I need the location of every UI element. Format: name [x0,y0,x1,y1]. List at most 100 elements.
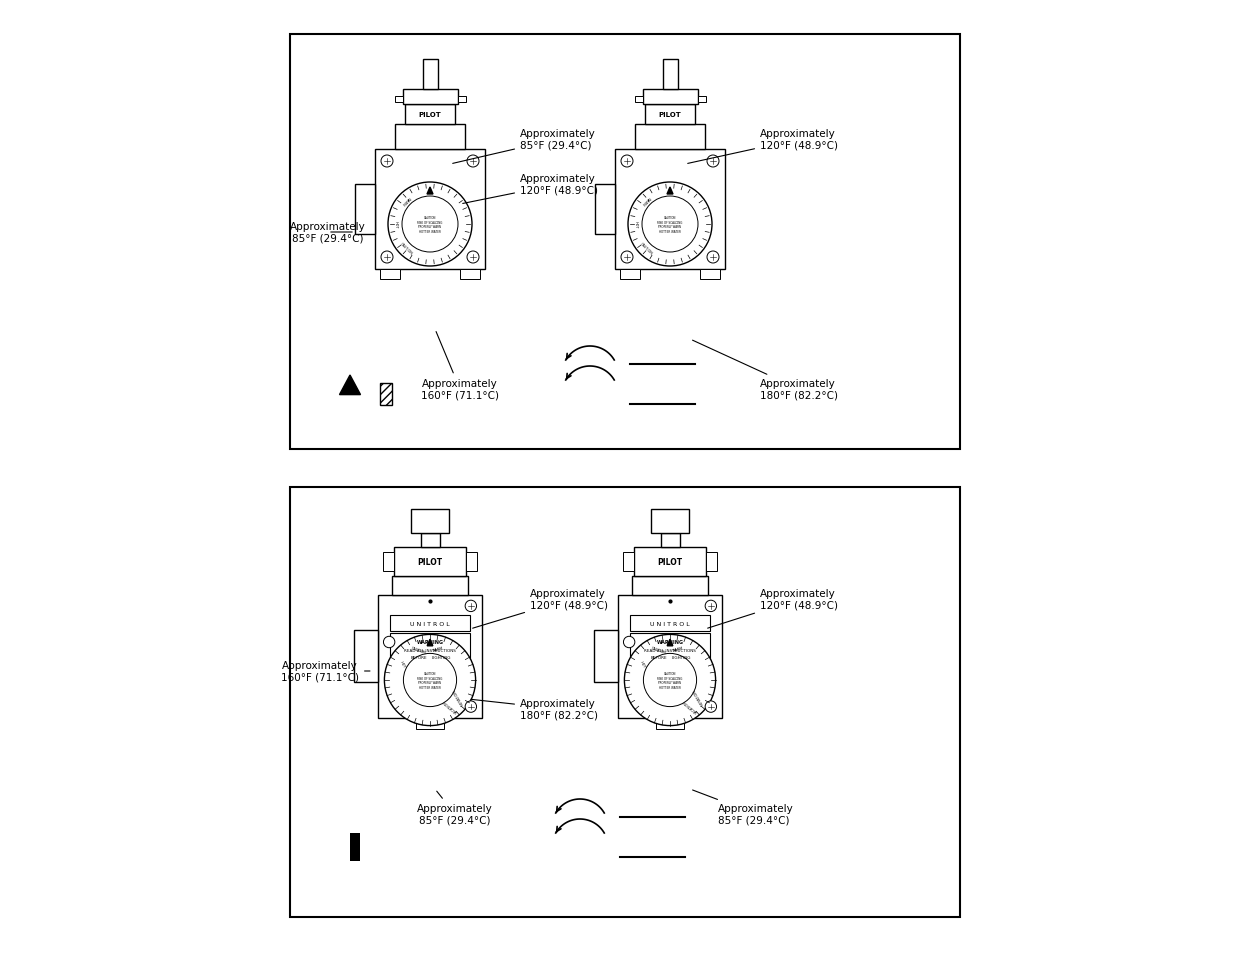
Bar [354,631,378,682]
Circle shape [382,252,393,264]
Bar [642,90,698,105]
Text: VACATION: VACATION [442,698,458,712]
Bar [389,616,471,631]
Polygon shape [667,639,673,646]
Text: WARN: WARN [400,195,411,206]
Text: PILOT: PILOT [657,558,683,566]
Text: CAUTION: CAUTION [399,242,412,255]
Text: Approximately
120°F (48.9°C): Approximately 120°F (48.9°C) [473,589,608,629]
Bar [457,97,466,103]
Text: READ ALL INSTRUCTIONS: READ ALL INSTRUCTIONS [404,648,456,652]
Bar [656,719,684,730]
Bar [594,631,618,682]
Text: CAUTION
RISK OF SCALDING
PROPERLY WARN
HOTTER WATER: CAUTION RISK OF SCALDING PROPERLY WARN H… [657,216,683,233]
Text: WARNING: WARNING [657,639,683,644]
Text: BEFORE: BEFORE [651,656,667,659]
Text: BEFORE: BEFORE [410,656,427,659]
Text: U N I T R O L: U N I T R O L [410,620,450,626]
Bar [380,384,391,406]
Bar [662,60,678,90]
Text: PILOT: PILOT [658,112,682,118]
Text: VACATION: VACATION [683,698,699,712]
Circle shape [384,635,475,726]
Bar [416,719,445,730]
Circle shape [467,156,479,168]
Polygon shape [427,639,432,646]
Text: WARNING: WARNING [416,639,443,644]
Bar [466,552,477,571]
Bar [632,576,708,595]
Text: NOTATION: NOTATION [692,688,704,705]
Bar [595,185,615,234]
Text: Approximately
85°F (29.4°C): Approximately 85°F (29.4°C) [290,222,366,244]
Bar [378,595,482,719]
Bar [635,97,642,103]
Text: LIGHTING: LIGHTING [672,656,692,659]
Text: WARM: WARM [432,646,445,653]
Circle shape [388,183,472,267]
Bar [350,833,359,862]
Bar [411,510,450,533]
Text: Approximately
180°F (82.2°C): Approximately 180°F (82.2°C) [471,699,598,720]
Bar [630,634,710,664]
Bar [651,510,689,533]
Bar [615,150,725,270]
Circle shape [383,637,395,648]
Circle shape [621,156,634,168]
Bar [383,552,394,571]
Text: CAUTION: CAUTION [651,645,667,655]
Text: CAUTION: CAUTION [411,645,427,655]
Bar [645,105,695,125]
Bar [290,488,960,917]
Text: HOT: HOT [394,221,398,229]
Text: NOTATION: NOTATION [452,688,464,705]
Text: Approximately
120°F (48.9°C): Approximately 120°F (48.9°C) [688,129,839,164]
Circle shape [403,196,458,253]
Text: WARM: WARM [673,646,684,653]
Circle shape [705,600,716,612]
Circle shape [706,156,719,168]
Text: CAUTION
RISK OF SCALDING
PROPERLY WARN
HOTTER WATER: CAUTION RISK OF SCALDING PROPERLY WARN H… [417,672,442,689]
Circle shape [466,701,477,713]
Circle shape [625,635,715,726]
Circle shape [624,637,635,648]
Bar [354,185,375,234]
Bar [635,125,705,150]
Text: Approximately
120°F (48.9°C): Approximately 120°F (48.9°C) [463,174,598,204]
Circle shape [629,183,713,267]
Text: U N I T R O L: U N I T R O L [650,620,690,626]
Bar [405,105,454,125]
Bar [620,270,640,280]
Text: HOT: HOT [634,221,638,229]
Bar [380,270,400,280]
Circle shape [466,600,477,612]
Bar [622,552,635,571]
Bar [420,533,440,547]
Circle shape [642,196,698,253]
Bar [422,60,437,90]
Bar [403,90,457,105]
Text: Approximately
160°F (71.1°C): Approximately 160°F (71.1°C) [282,660,370,682]
Text: CAUTION
RISK OF SCALDING
PROPERLY WARN
HOTTER WATER: CAUTION RISK OF SCALDING PROPERLY WARN H… [417,216,442,233]
Bar [630,616,710,631]
Circle shape [404,654,457,707]
Circle shape [643,654,697,707]
Bar [290,35,960,450]
Text: Approximately
85°F (29.4°C): Approximately 85°F (29.4°C) [453,129,595,164]
Polygon shape [340,375,361,395]
Bar [698,97,705,103]
Polygon shape [667,188,673,194]
Text: Approximately
160°F (71.1°C): Approximately 160°F (71.1°C) [421,333,499,400]
Text: LIGHTING: LIGHTING [432,656,451,659]
Bar [395,125,466,150]
Bar [635,547,705,576]
Text: HOT: HOT [399,659,405,668]
Bar [394,547,466,576]
Bar [700,270,720,280]
Bar [618,595,722,719]
Circle shape [382,156,393,168]
Bar [661,533,679,547]
Text: PILOT: PILOT [419,112,441,118]
Bar [394,97,403,103]
Text: PILOT: PILOT [417,558,442,566]
